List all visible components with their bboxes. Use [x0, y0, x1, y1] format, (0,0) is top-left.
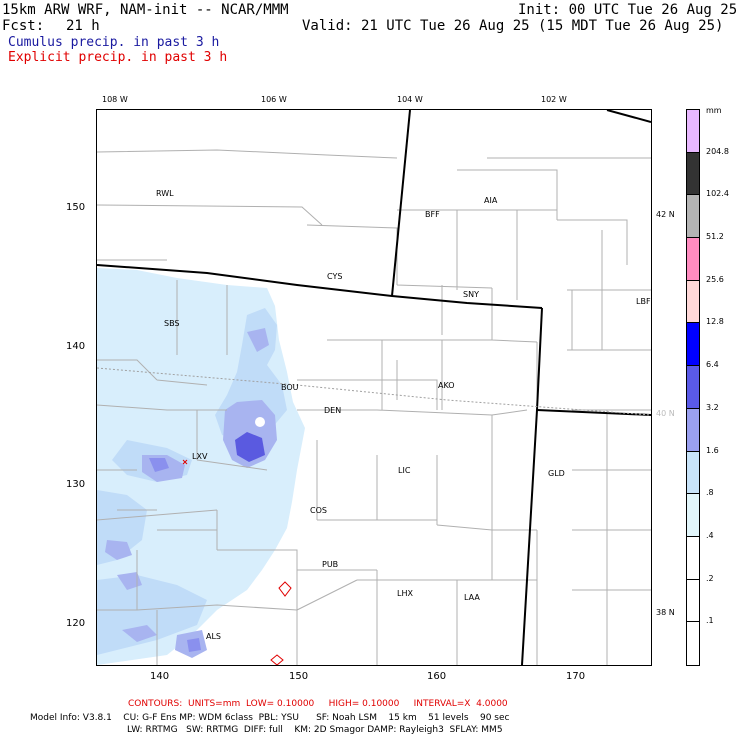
grid-y-label: 140	[66, 341, 86, 352]
model-title: 15km ARW WRF, NAM-init -- NCAR/MMM	[2, 2, 289, 18]
colorbar-segment	[687, 451, 699, 495]
forecast-hour: 21 h	[66, 18, 100, 34]
colorbar-label: 204.8	[706, 146, 729, 156]
latitude-label: 40 N	[656, 409, 675, 418]
station-label: RWL	[156, 189, 174, 198]
colorbar-label: 6.4	[706, 360, 719, 370]
grid-y-label: 120	[66, 618, 86, 629]
colorbar-label: .1	[706, 616, 714, 626]
model-info-line1: Model Info: V3.8.1 CU: G-F Ens MP: WDM 6…	[30, 713, 510, 723]
map-canvas	[97, 110, 651, 665]
colorbar-label: 102.4	[706, 189, 729, 199]
colorbar-segment	[687, 238, 699, 281]
explicit-precip-contours	[182, 459, 292, 665]
grid-x-label: 160	[427, 671, 447, 682]
colorbar-segment	[687, 110, 699, 153]
longitude-label: 106 W	[261, 95, 287, 104]
colorbar	[686, 109, 700, 666]
forecast-label: Fcst:	[2, 18, 45, 34]
station-label: DEN	[324, 406, 342, 415]
grid-y-label: 150	[66, 202, 86, 213]
colorbar-label: 3.2	[706, 402, 719, 412]
colorbar-segment	[687, 408, 699, 452]
longitude-label: 102 W	[541, 95, 567, 104]
county-boundaries	[97, 149, 651, 665]
colorbar-segment	[687, 579, 699, 623]
colorbar-label: .2	[706, 573, 714, 583]
station-label: ALS	[206, 632, 222, 641]
station-label: LXV	[192, 452, 208, 461]
colorbar-segment	[687, 536, 699, 580]
station-label: AIA	[484, 196, 498, 205]
station-label: BFF	[425, 210, 440, 219]
grid-x-label: 150	[289, 671, 309, 682]
colorbar-segment	[687, 323, 699, 367]
colorbar-unit: mm	[706, 106, 722, 115]
station-label: SBS	[164, 319, 180, 328]
contour-info: CONTOURS: UNITS=mm LOW= 0.10000 HIGH= 0.…	[128, 699, 508, 709]
colorbar-segment	[687, 494, 699, 537]
latitude-label: 38 N	[656, 608, 675, 617]
longitude-label: 104 W	[397, 95, 423, 104]
precip-shading	[97, 268, 305, 665]
colorbar-label: 25.6	[706, 274, 724, 284]
colorbar-segment	[687, 366, 699, 409]
station-label: LAA	[464, 593, 480, 602]
colorbar-label: 1.6	[706, 445, 719, 455]
station-label: GLD	[548, 469, 565, 478]
longitude-label: 108 W	[102, 95, 128, 104]
station-label: LIC	[398, 466, 411, 475]
colorbar-segment	[687, 195, 699, 239]
state-boundaries	[97, 110, 651, 665]
colorbar-label: 51.2	[706, 232, 724, 242]
latitude-label: 42 N	[656, 210, 675, 219]
grid-y-label: 130	[66, 479, 86, 490]
grid-x-label: 140	[150, 671, 170, 682]
explicit-precip-title: Explicit precip. in past 3 h	[8, 50, 228, 65]
colorbar-segment	[687, 152, 699, 196]
station-label: AKO	[438, 381, 455, 390]
init-time: Init: 00 UTC Tue 26 Aug 25	[518, 2, 738, 18]
model-info-line2: LW: RRTMG SW: RRTMG DIFF: full KM: 2D Sm…	[127, 725, 503, 735]
precip-map: RWL BFF AIA CYS SNY LBF SBS BOU AKO DEN …	[96, 109, 652, 666]
colorbar-label: 12.8	[706, 317, 724, 327]
station-label: COS	[310, 506, 327, 515]
cumulus-precip-title: Cumulus precip. in past 3 h	[8, 35, 220, 50]
station-label: SNY	[463, 290, 479, 299]
latitude-line	[97, 367, 651, 416]
station-label: CYS	[327, 272, 343, 281]
valid-time: Valid: 21 UTC Tue 26 Aug 25 (15 MDT Tue …	[302, 18, 724, 34]
grid-x-label: 170	[566, 671, 586, 682]
station-label: LHX	[397, 589, 413, 598]
station-label: PUB	[322, 560, 339, 569]
station-label: LBF	[636, 297, 651, 306]
colorbar-label: .8	[706, 488, 714, 498]
colorbar-label: .4	[706, 530, 714, 540]
station-label: BOU	[281, 383, 299, 392]
colorbar-segment	[687, 280, 699, 324]
